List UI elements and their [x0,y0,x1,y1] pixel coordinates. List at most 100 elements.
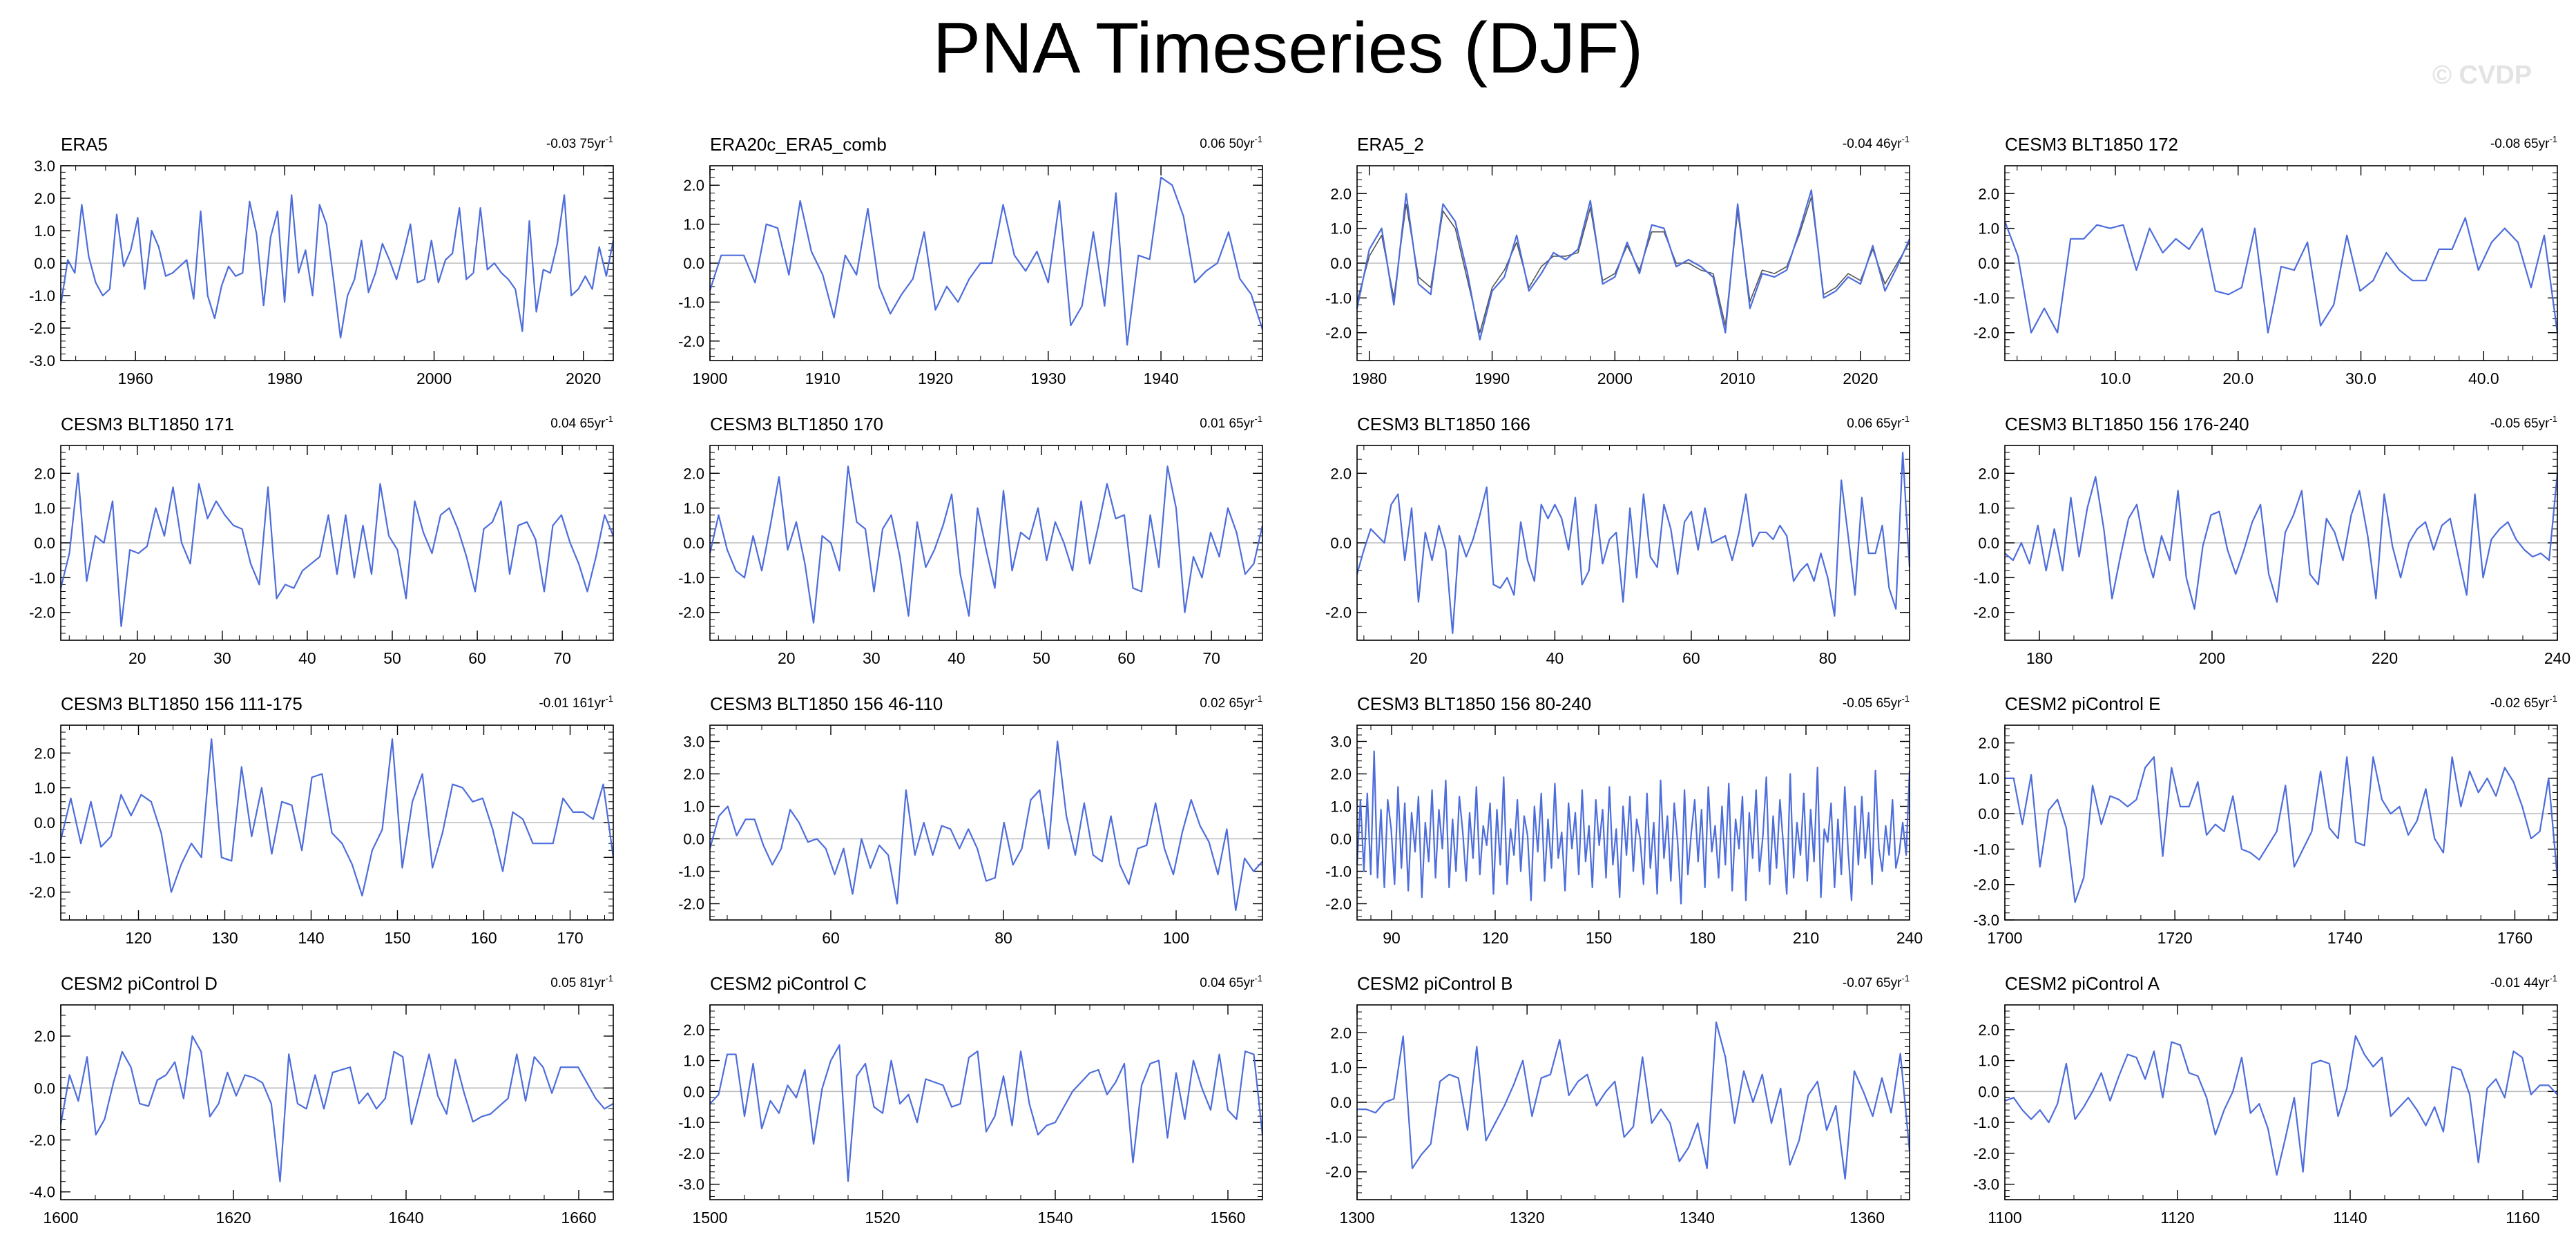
y-tick-label: 2.0 [1978,1021,1999,1039]
x-tick-label: 1980 [267,370,302,387]
panel-title: CESM2 piControl A [2005,973,2160,994]
plot-frame [60,725,614,921]
plot-frame [2004,1004,2558,1200]
chart-panel: ERA20c_ERA5_comb 0.06 50yr-1 2.0 1.0 0.0 -1.0… [678,134,1264,387]
series-line [59,194,615,339]
trend-label: 0.06 50yr-1 [1200,134,1262,151]
series-line [59,738,615,896]
x-tick-label: 70 [1202,649,1220,667]
trend-label: 0.04 65yr-1 [1200,973,1262,990]
y-tick-label: 1.0 [1978,770,1999,787]
chart-panel: CESM3 BLT1850 156 111-175 -0.01 161yr-1 2.… [29,693,615,947]
figure-title: PNA Timeseries (DJF) [932,8,1644,88]
chart-panel: CESM3 BLT1850 170 0.01 65yr-1 2.0 1.0 0.0 -1.… [678,414,1264,667]
x-tick-label: 1600 [43,1209,78,1227]
x-tick-label: 10.0 [2100,370,2131,387]
y-tick-label: 0.0 [1330,535,1352,552]
x-tick-label: 70 [553,649,571,667]
panel-title: CESM3 BLT1850 156 176-240 [2005,414,2249,434]
y-tick-label: 2.0 [1978,735,1999,752]
y-tick-label: -1.0 [1973,1114,1999,1131]
panel-title: ERA5 [61,134,108,155]
trend-label: -0.01 44yr-1 [2490,973,2557,990]
x-tick-label: 1620 [215,1209,251,1227]
x-tick-label: 1300 [1339,1209,1374,1227]
y-tick-label: 2.0 [1330,766,1352,783]
y-tick-label: 0.0 [683,535,704,552]
y-tick-label: 0.0 [1978,1083,1999,1100]
x-tick-label: 1140 [2333,1209,2367,1227]
y-tick-label: -2.0 [1973,604,1999,622]
x-tick-label: 180 [2026,649,2053,667]
x-tick-label: 120 [1482,929,1508,947]
y-tick-label: -2.0 [678,896,704,913]
series-line [2004,1035,2558,1176]
y-tick-label: 2.0 [1978,465,1999,482]
x-tick-label: 50 [383,649,401,667]
y-tick-label: 2.0 [1330,465,1352,482]
y-tick-label: 0.0 [1978,805,1999,823]
plot-frame [1356,725,1910,921]
y-tick-label: -1.0 [1973,841,1999,858]
x-tick-label: 30.0 [2345,370,2376,387]
x-tick-label: 60 [1682,649,1700,667]
chart-panel: CESM3 BLT1850 156 46-110 0.02 65yr-1 3.0 2.… [678,693,1263,947]
chart-panel: CESM2 piControl C 0.04 65yr-1 2.0 1.0 0.0 -1.… [678,973,1264,1227]
y-tick-label: 0.0 [683,1083,704,1100]
panel-title: CESM2 piControl E [2005,693,2160,714]
y-tick-label: -2.0 [29,884,55,901]
y-tick-label: 1.0 [683,500,704,517]
y-tick-label: -2.0 [1325,1164,1352,1181]
trend-label: 0.01 65yr-1 [1200,414,1262,431]
x-tick-label: 1500 [692,1209,727,1227]
cvdp-credit: © CVDP [2432,61,2532,90]
series-line [1356,750,1911,905]
y-tick-label: 1.0 [1330,1059,1352,1077]
panel-title: CESM3 BLT1850 171 [61,414,234,434]
y-tick-label: 1.0 [34,500,55,517]
y-tick-label: -1.0 [29,569,55,586]
x-tick-label: 80 [994,929,1012,947]
y-tick-label: 2.0 [1330,1024,1352,1042]
y-tick-label: -2.0 [29,1132,55,1149]
chart-panel: ERA5_2 -0.04 46yr-1 2.0 1.0 0.0 -1.0 -2.0 1980 1… [1325,134,1911,387]
y-tick-label: 1.0 [1330,220,1352,238]
trend-label: 0.06 65yr-1 [1847,414,1910,431]
x-tick-label: 1520 [865,1209,900,1227]
y-tick-label: -1.0 [1973,569,1999,586]
plot-frame [60,445,614,641]
y-tick-label: -1.0 [1973,289,1999,307]
y-tick-label: -2.0 [29,320,55,337]
y-tick-label: -1.0 [678,1114,704,1131]
x-tick-label: 1760 [2497,929,2532,947]
x-tick-label: 80 [1819,649,1837,667]
series-line [2005,756,2559,903]
y-tick-label: 0.0 [1330,831,1352,848]
chart-panel: ERA5 -0.03 75yr-1 3.0 2.0 1.0 0.0 -1.0 -2.0 -3.0… [29,134,615,387]
x-tick-label: 40 [1546,649,1564,667]
x-tick-label: 40 [948,649,965,667]
chart-panel: CESM2 piControl E -0.02 65yr-1 2.0 1.0 0.0 -1… [1973,693,2559,947]
y-tick-label: -1.0 [678,863,704,881]
x-tick-label: 1360 [1849,1209,1885,1227]
x-tick-label: 1740 [2327,929,2363,947]
y-tick-label: 1.0 [34,780,55,797]
y-tick-label: 1.0 [1330,798,1352,816]
chart-panel: CESM2 piControl D 0.05 81yr-1 2.0 0.0 -2.0 -4… [29,973,614,1227]
y-tick-label: 0.0 [683,255,704,272]
panel-title: CESM3 BLT1850 156 80-240 [1357,693,1591,714]
trend-label: -0.08 65yr-1 [2490,134,2557,151]
panel-title: CESM3 BLT1850 156 111-175 [61,693,302,714]
y-tick-label: -1.0 [1325,289,1352,307]
chart-panel: CESM3 BLT1850 172 -0.08 65yr-1 2.0 1.0 0.0 -1… [1973,134,2559,387]
x-tick-label: 1100 [1988,1209,2021,1227]
x-tick-label: 1120 [2160,1209,2194,1227]
y-tick-label: -2.0 [678,333,704,350]
x-tick-label: 60 [822,929,840,947]
x-tick-label: 240 [2544,649,2570,667]
x-tick-label: 1160 [2506,1209,2539,1227]
x-tick-label: 240 [1896,929,1923,947]
y-tick-label: -1.0 [1325,863,1352,881]
plot-frame [1356,165,1910,361]
